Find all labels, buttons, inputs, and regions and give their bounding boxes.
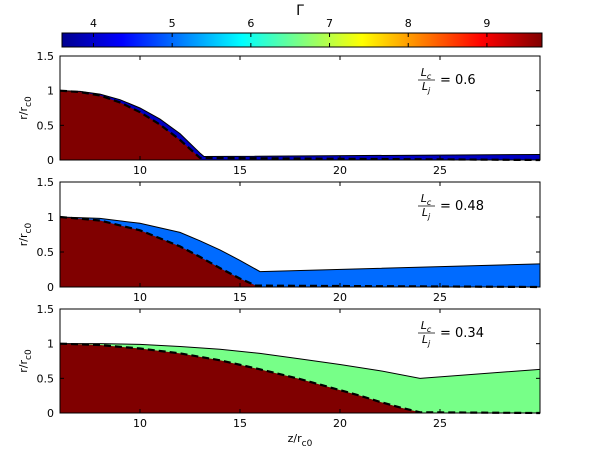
ratio-value: = 0.34	[440, 326, 484, 341]
colorbar-tick-label: 6	[247, 17, 254, 30]
x-tick-label: 25	[433, 291, 447, 304]
y-tick-label: 1.5	[37, 50, 55, 63]
colorbar-gradient	[61, 32, 543, 48]
y-axis-label-main: r/r	[17, 106, 30, 119]
x-tick-label: 20	[333, 291, 347, 304]
y-tick-label: 0	[47, 407, 54, 420]
x-tick-label: 10	[133, 164, 147, 177]
y-tick-label: 1	[47, 338, 54, 351]
colorbar-tick-label: 8	[405, 17, 412, 30]
y-tick-label: 0.5	[37, 119, 55, 132]
y-axis-label-sub: c0	[24, 349, 34, 360]
ratio-value: = 0.6	[440, 73, 476, 88]
ratio-numerator: Lc	[421, 319, 432, 334]
y-axis-label-main: r/r	[17, 233, 30, 246]
colorbar-tick-label: 7	[326, 17, 333, 30]
x-tick-label: 15	[233, 417, 247, 430]
ratio-numerator-main: L	[421, 319, 427, 332]
recollimation-shock-line	[59, 215, 541, 289]
x-axis-label-sub: c0	[302, 439, 313, 449]
x-tick-label: 25	[433, 417, 447, 430]
y-tick-label: 0.5	[37, 246, 55, 259]
outer-boundary-line	[60, 343, 541, 379]
y-axis-label: r/rc0	[17, 349, 34, 373]
y-tick-label: 0.5	[37, 372, 55, 385]
y-tick-label: 1	[47, 85, 54, 98]
x-tick-label: 20	[333, 164, 347, 177]
ratio-denominator: Lj	[422, 333, 431, 348]
ratio-numerator-sub: c	[427, 198, 432, 207]
y-tick-label: 0	[47, 154, 54, 167]
x-tick-label: 15	[233, 164, 247, 177]
ratio-value: = 0.48	[440, 199, 484, 214]
ratio-denominator-sub: j	[427, 339, 431, 348]
y-tick-label: 1.5	[37, 176, 55, 189]
y-tick-label: 1.5	[37, 303, 55, 316]
ratio-numerator-sub: c	[427, 72, 432, 81]
jet-core	[60, 343, 420, 413]
colorbar-tick-label: 5	[169, 17, 176, 30]
ratio-numerator-main: L	[421, 66, 427, 79]
colorbar-tick-label: 9	[483, 17, 490, 30]
y-axis-label-main: r/r	[17, 359, 30, 372]
x-tick-label: 10	[133, 417, 147, 430]
ratio-denominator-main: L	[422, 80, 428, 93]
ratio-numerator-main: L	[421, 192, 427, 205]
y-axis-label: r/rc0	[17, 96, 34, 120]
ratio-numerator-sub: c	[427, 325, 432, 334]
outer-boundary-line	[59, 216, 541, 273]
ratio-numerator: Lc	[421, 66, 432, 81]
x-tick-label: 25	[433, 164, 447, 177]
jet-core	[60, 217, 256, 287]
x-tick-label: 15	[233, 291, 247, 304]
y-axis-label: r/rc0	[17, 223, 34, 247]
ratio-denominator-main: L	[422, 206, 428, 219]
x-tick-label: 10	[133, 291, 147, 304]
plot-frame	[59, 181, 541, 288]
colorbar-tick-label: 4	[90, 17, 97, 30]
x-tick-label: 20	[333, 417, 347, 430]
outer-boundary-line	[59, 90, 541, 158]
ratio-denominator-main: L	[422, 333, 428, 346]
x-axis-label: z/rc0	[288, 432, 313, 449]
y-axis-label-sub: c0	[24, 223, 34, 234]
ratio-numerator: Lc	[421, 192, 432, 207]
plot-frame	[59, 55, 541, 161]
ratio-denominator: Lj	[422, 80, 431, 95]
x-axis-label-main: z/r	[288, 432, 302, 445]
ratio-denominator-sub: j	[427, 212, 431, 221]
y-tick-label: 1	[47, 211, 54, 224]
jet-core	[60, 90, 200, 160]
recollimation-shock-line	[59, 89, 541, 162]
ratio-denominator-sub: j	[427, 86, 431, 95]
plot-frame	[59, 308, 541, 414]
y-axis-label-sub: c0	[24, 96, 34, 107]
colorbar-ticks: 4 5 6 7 8 9	[90, 17, 490, 47]
recollimation-shock-line	[59, 342, 541, 415]
colorbar: Γ 4 5 6 7 8 9	[61, 3, 543, 48]
y-tick-label: 0	[47, 281, 54, 294]
ratio-denominator: Lj	[422, 206, 431, 221]
colorbar-title: Γ	[296, 3, 304, 19]
